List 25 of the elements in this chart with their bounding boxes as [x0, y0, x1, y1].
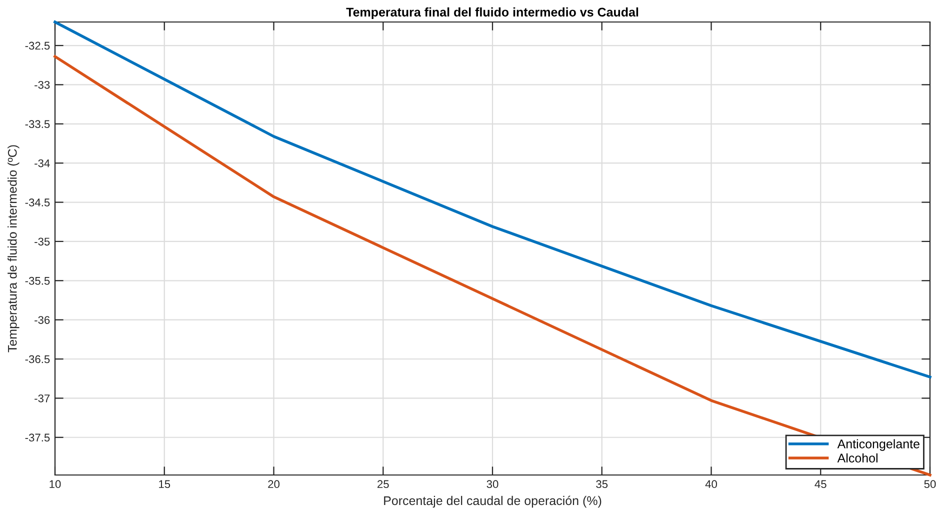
y-tick-label: -36: [34, 316, 50, 324]
y-tick-label: -35: [34, 238, 50, 246]
y-tick-label: -33: [34, 80, 50, 89]
y-tick-label: -37.5: [25, 434, 50, 442]
x-tick-label: 20: [268, 480, 280, 488]
y-tick-label: -34: [34, 159, 50, 168]
legend-label: Alcohol: [837, 453, 878, 463]
x-axis-title: Porcentaje del caudal de operación (%): [384, 496, 602, 508]
y-tick-label: -32.5: [25, 42, 50, 50]
y-tick-label: -35.5: [25, 276, 50, 285]
x-tick-label: 50: [924, 480, 936, 488]
x-tick-label: 35: [596, 480, 608, 488]
y-tick-label: -37: [34, 394, 50, 402]
x-tick-label: 15: [159, 480, 170, 488]
x-tick-label: 45: [814, 480, 826, 488]
x-tick-label: 10: [50, 480, 61, 488]
y-tick-label: -36.5: [25, 355, 50, 364]
x-tick-label: 40: [705, 480, 717, 488]
chart-title: Temperatura final del fluido intermedio vs Caudal: [346, 7, 638, 20]
y-tick-label: -34.5: [25, 198, 50, 206]
legend-label: Anticongelante: [837, 439, 920, 451]
y-tick-label: -33.5: [25, 120, 50, 128]
x-tick-label: 25: [378, 480, 389, 488]
x-tick-label: 30: [486, 480, 498, 488]
y-axis-title: Temperatura de fluido intermedio (ºC): [8, 145, 20, 352]
